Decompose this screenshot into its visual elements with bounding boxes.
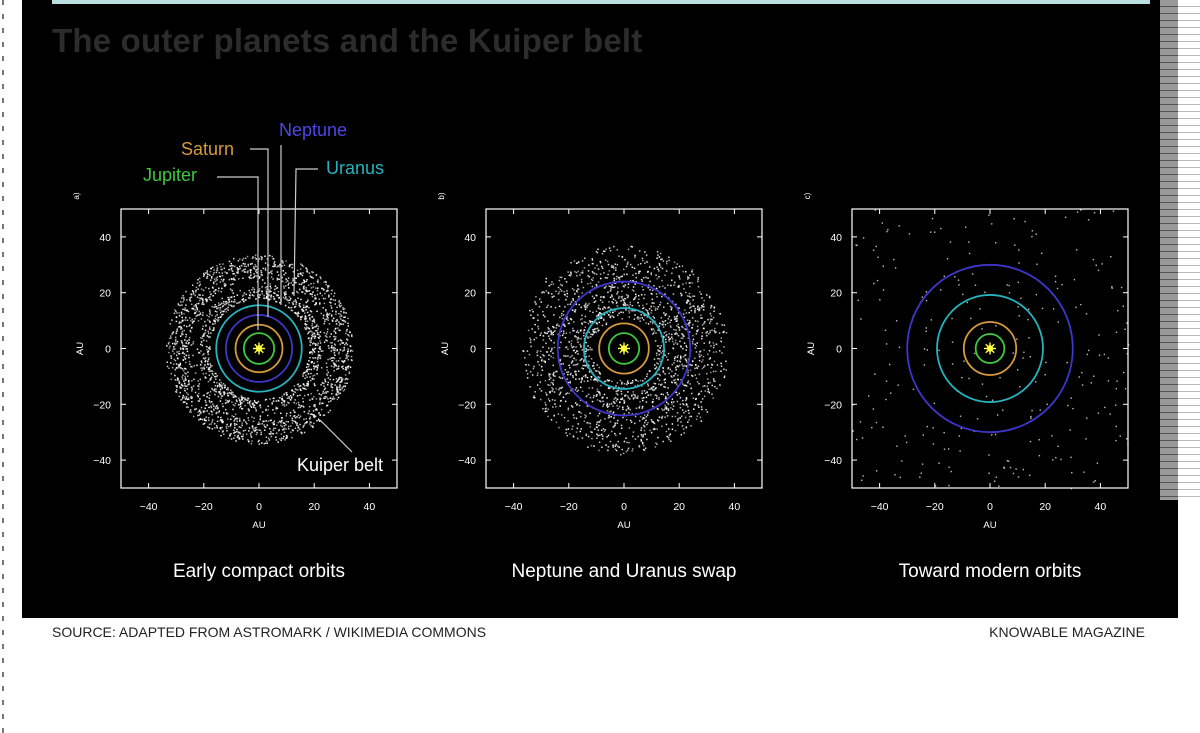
- neptune-orbit: [224, 314, 294, 383]
- sun-icon: [984, 342, 996, 355]
- panel-letter: c): [803, 192, 812, 199]
- y-tick-label: −20: [458, 399, 476, 411]
- jupiter-leader: [217, 176, 259, 330]
- y-axis-label: AU: [440, 342, 451, 355]
- planet-callouts: Saturn Neptune Jupiter Uranus Kuiper belt: [143, 120, 384, 475]
- kuiper-belt-label: Kuiper belt: [297, 455, 383, 475]
- y-tick-label: 0: [105, 344, 111, 356]
- x-tick-label: 40: [364, 501, 376, 513]
- top-accent-bar: [52, 0, 1150, 4]
- uranus-orbit: [583, 307, 665, 390]
- x-tick-label: 0: [621, 501, 627, 513]
- y-tick-label: 0: [470, 344, 476, 356]
- panel-caption: Neptune and Uranus swap: [512, 561, 737, 582]
- panel-toward-modern-orbits: −40 −40 −20 −20 0 0 20 20 40 40 AU AU c) Toward moder…: [803, 192, 1130, 582]
- x-tick-label: 20: [308, 501, 320, 513]
- y-tick-label: −40: [93, 455, 111, 467]
- saturn-label: Saturn: [181, 139, 234, 159]
- panel-letter: a): [72, 192, 81, 199]
- neptune-orbit: [556, 280, 692, 417]
- kuiper-belt-leader: [319, 419, 353, 453]
- x-tick-label: −20: [195, 501, 213, 513]
- y-axis-label: AU: [806, 342, 817, 355]
- y-tick-label: −20: [93, 399, 111, 411]
- x-tick-label: 40: [729, 501, 741, 513]
- neptune-orbit: [906, 263, 1074, 434]
- x-tick-label: 20: [673, 501, 685, 513]
- source-credit: SOURCE: ADAPTED FROM ASTROMARK / WIKIMED…: [52, 624, 487, 640]
- panel-caption: Toward modern orbits: [899, 561, 1082, 582]
- saturn-orbit: [962, 321, 1018, 376]
- x-axis-label: AU: [252, 520, 265, 531]
- panel-early-compact-orbits: −40 −40 −20 −20 0 0 20 20 40 40 AU AU a) Early compac…: [72, 192, 398, 582]
- sun-icon: [618, 342, 630, 355]
- y-tick-label: 20: [464, 288, 476, 300]
- x-tick-label: 0: [256, 501, 262, 513]
- y-tick-label: 20: [99, 288, 111, 300]
- uranus-orbit: [215, 304, 303, 393]
- y-tick-label: 20: [830, 288, 842, 300]
- uranus-leader: [293, 168, 318, 297]
- y-tick-label: 40: [464, 232, 476, 244]
- y-tick-label: −40: [824, 455, 842, 467]
- y-tick-label: 40: [830, 232, 842, 244]
- saturn-orbit: [234, 323, 284, 374]
- publisher-credit: KNOWABLE MAGAZINE: [989, 624, 1145, 640]
- y-axis-label: AU: [75, 342, 86, 355]
- x-tick-label: 40: [1095, 501, 1107, 513]
- panel-letter: b): [437, 192, 446, 199]
- jupiter-orbit: [607, 332, 641, 365]
- y-tick-label: 40: [99, 232, 111, 244]
- uranus-label: Uranus: [326, 158, 384, 178]
- x-tick-label: −20: [560, 501, 578, 513]
- page-edge-marks: [2, 0, 4, 733]
- x-axis-label: AU: [983, 520, 996, 531]
- uranus-orbit: [936, 294, 1044, 403]
- y-tick-label: −20: [824, 399, 842, 411]
- neptune-label: Neptune: [279, 120, 347, 140]
- kuiper-belt-particles: [852, 209, 1130, 490]
- orbit-diagram: −40 −40 −20 −20 0 0 20 20 40 40 AU AU a) Early compac…: [72, 120, 1130, 582]
- saturn-orbit: [598, 322, 650, 375]
- panel-caption: Early compact orbits: [173, 561, 345, 582]
- x-tick-label: −40: [505, 501, 523, 513]
- y-tick-label: −40: [458, 455, 476, 467]
- figure-title: The outer planets and the Kuiper belt: [52, 22, 643, 59]
- edge-artifact: [1160, 0, 1200, 500]
- jupiter-label: Jupiter: [143, 165, 197, 185]
- jupiter-orbit: [242, 332, 276, 365]
- x-tick-label: −40: [140, 501, 158, 513]
- jupiter-orbit: [974, 333, 1006, 364]
- x-tick-label: −40: [871, 501, 889, 513]
- y-tick-label: 0: [836, 344, 842, 356]
- sun-icon: [253, 342, 265, 355]
- x-tick-label: 0: [987, 501, 993, 513]
- x-tick-label: 20: [1039, 501, 1051, 513]
- x-tick-label: −20: [926, 501, 944, 513]
- x-axis-label: AU: [617, 520, 630, 531]
- saturn-leader: [250, 148, 269, 317]
- panel-neptune-uranus-swap: −40 −40 −20 −20 0 0 20 20 40 40 AU AU b) Neptune and …: [437, 192, 763, 582]
